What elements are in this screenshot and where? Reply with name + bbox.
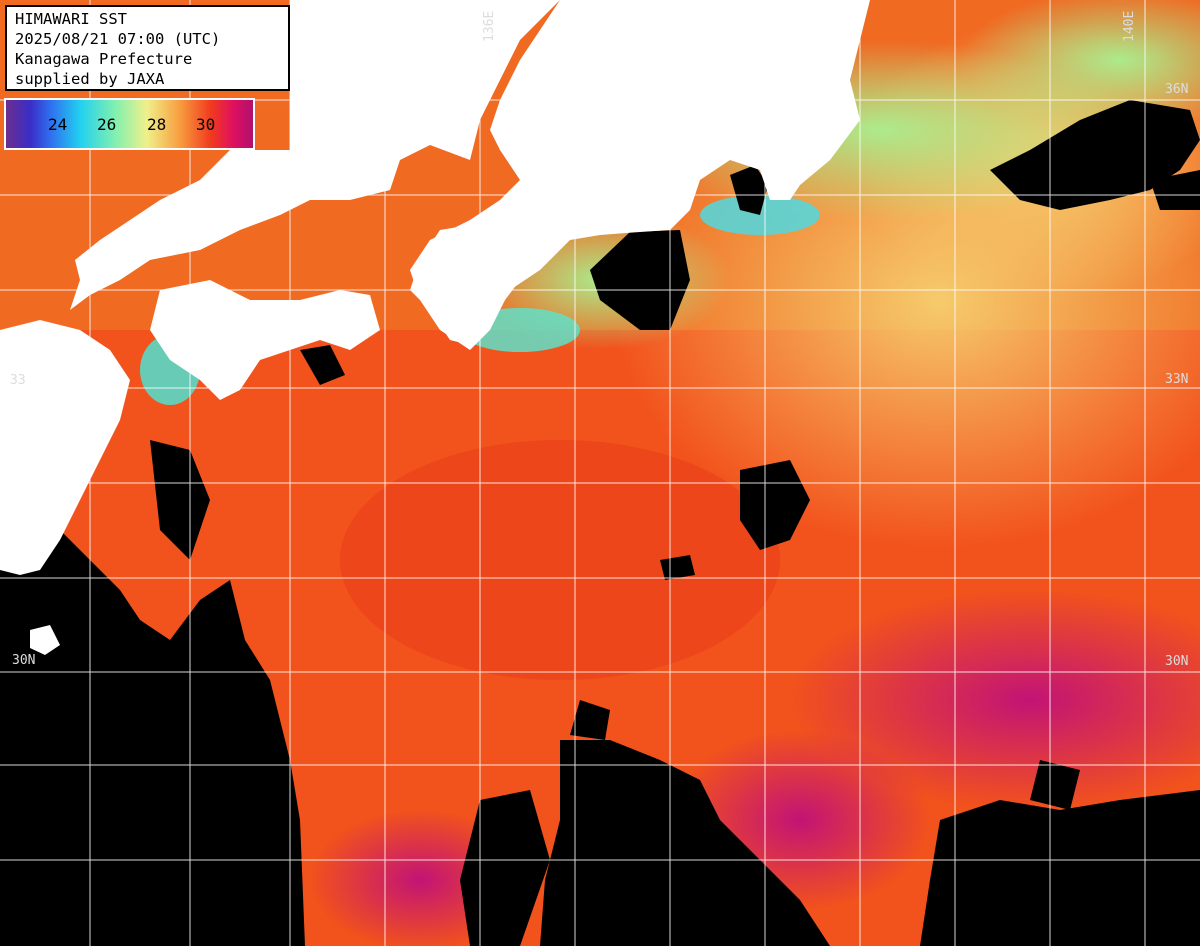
cloud-south-2 [460, 790, 550, 946]
lat-label-30-left: 30N [12, 653, 36, 668]
cloud-ne-2 [1150, 170, 1200, 210]
legend-tick-28: 28 [147, 115, 167, 134]
cloud-ne [990, 100, 1200, 210]
cloud-small-2 [660, 555, 695, 580]
cloud-small-1 [300, 345, 345, 385]
cloud-se-2 [1030, 760, 1080, 810]
info-box: HIMAWARI SST 2025/08/21 07:00 (UTC) Kana… [5, 5, 290, 91]
cloud-bay [590, 230, 690, 330]
land-honshu-central [410, 0, 870, 350]
lat-label-36-right: 36N [1165, 82, 1189, 97]
product-title: HIMAWARI SST [15, 10, 127, 28]
cloud-south [540, 740, 830, 946]
data-credit: supplied by JAXA [15, 70, 165, 88]
lon-label-140: 140E [1122, 10, 1137, 42]
cloud-small-3 [570, 700, 610, 740]
land-shikoku [150, 280, 380, 400]
legend-tick-26: 26 [97, 115, 117, 134]
lat-label-33-right: 33N [1165, 372, 1189, 387]
land-boso [790, 130, 820, 175]
legend-color-bar [6, 100, 253, 148]
lat-label-30-right: 30N [1165, 654, 1189, 669]
lon-label-136: 136E [482, 10, 497, 42]
land-kyushu [0, 320, 130, 575]
cloud-izu [730, 165, 768, 215]
land-honshu [70, 0, 560, 310]
legend-tick-24: 24 [48, 115, 68, 134]
cool-coastal-zone-2 [960, 0, 1200, 130]
hot-zone-east [790, 590, 1200, 810]
observation-datetime: 2025/08/21 07:00 (UTC) [15, 30, 221, 48]
cloud-se [920, 790, 1200, 946]
cloud-sw-patches [150, 440, 210, 560]
legend-tick-30: 30 [196, 115, 216, 134]
region-name: Kanagawa Prefecture [15, 50, 193, 68]
temperature-legend: 24 26 28 30 [4, 98, 255, 150]
land-kii [410, 220, 530, 345]
land-small-island [30, 625, 60, 655]
lat-label-33-left: 33 [10, 373, 26, 388]
red-zone-central [340, 440, 780, 680]
cloud-west [0, 470, 305, 946]
